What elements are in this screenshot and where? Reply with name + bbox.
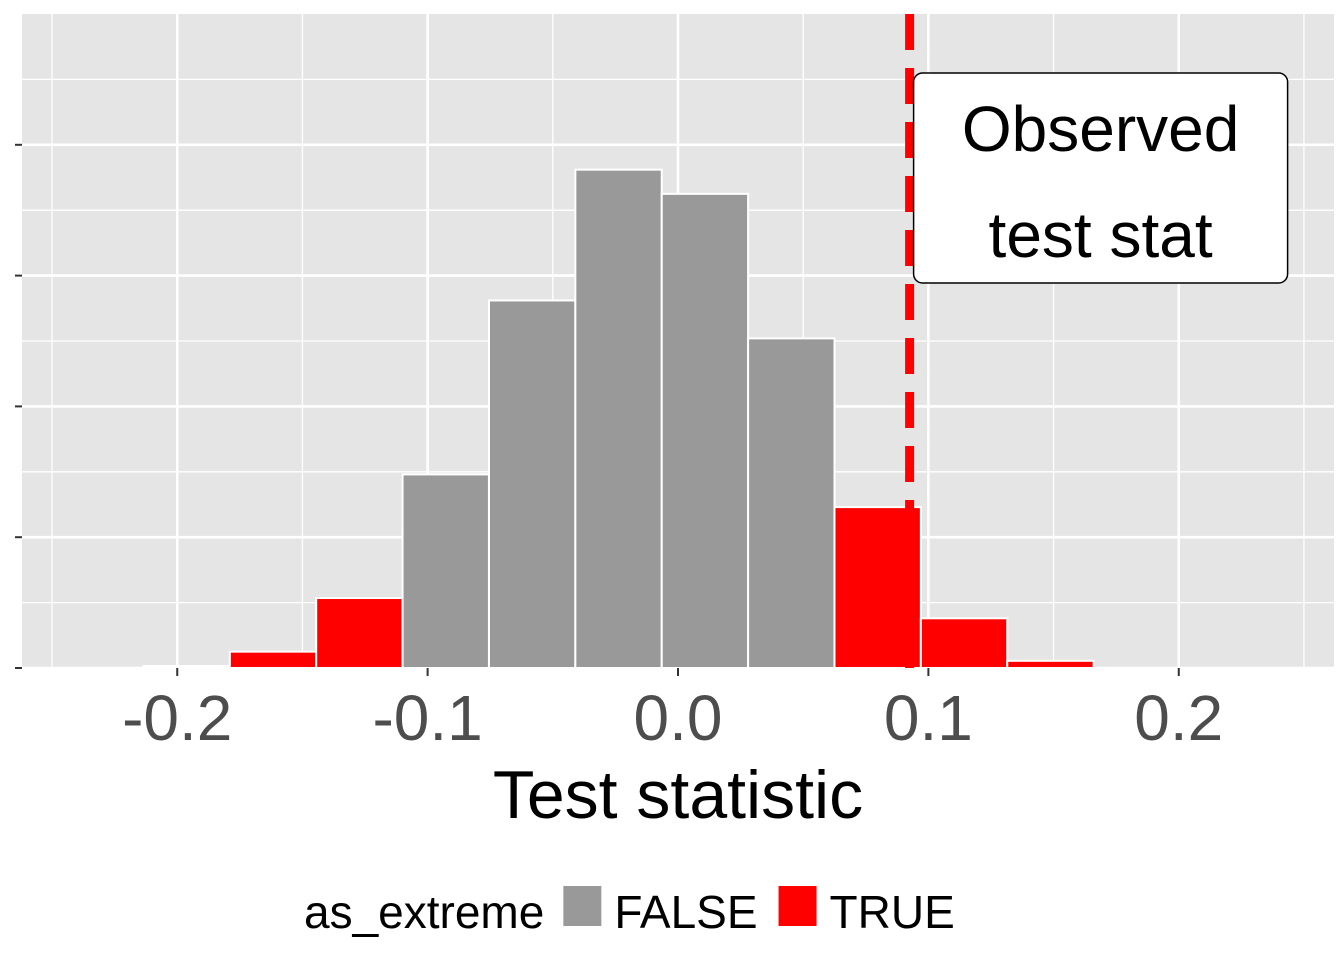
legend: as_extreme FALSE TRUE xyxy=(304,884,955,938)
legend-title: as_extreme xyxy=(304,886,544,938)
histogram-bar xyxy=(315,597,404,669)
histogram-bar xyxy=(660,192,750,669)
x-tick-label: 0.1 xyxy=(884,682,973,754)
observed-annotation: Observed test stat xyxy=(912,72,1289,284)
histogram-bar xyxy=(1006,659,1095,670)
annotation-line-1: Observed xyxy=(962,93,1239,165)
x-tick-label: -0.2 xyxy=(122,682,232,754)
histogram-bars xyxy=(142,168,1095,670)
x-tick-label: -0.1 xyxy=(372,682,482,754)
y-axis-ticks xyxy=(15,143,22,669)
x-axis-title: Test statistic xyxy=(493,757,863,833)
annotation-box xyxy=(912,72,1289,284)
histogram-bar xyxy=(142,665,231,670)
histogram-bar xyxy=(919,617,1009,670)
legend-label-true: TRUE xyxy=(830,886,955,938)
legend-swatch-true xyxy=(776,884,819,928)
x-tick-label: 0.0 xyxy=(634,682,723,754)
histogram-bar xyxy=(747,337,836,669)
legend-swatch-false xyxy=(561,884,604,928)
legend-label-false: FALSE xyxy=(614,886,757,938)
histogram-bar xyxy=(228,650,318,670)
annotation-line-2: test stat xyxy=(989,199,1213,271)
histogram-bar xyxy=(574,168,663,669)
x-tick-label: 0.2 xyxy=(1134,682,1223,754)
histogram-bar xyxy=(401,473,490,669)
legend-items: FALSE TRUE xyxy=(561,884,955,938)
histogram-bar xyxy=(487,299,577,669)
x-axis-ticks: -0.2 -0.1 0.0 0.1 0.2 xyxy=(122,668,1223,754)
